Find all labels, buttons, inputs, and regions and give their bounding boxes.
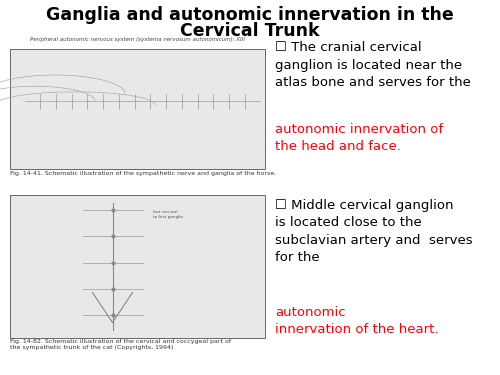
Text: ☐ Middle cervical ganglion
is located close to the
subclavian artery and  serves: ☐ Middle cervical ganglion is located cl…: [275, 199, 472, 264]
Text: Fig. 14-41. Schematic illustration of the sympathetic nerve and ganglia of the h: Fig. 14-41. Schematic illustration of th…: [10, 171, 276, 176]
Text: autonomic innervation of
the head and face.: autonomic innervation of the head and fa…: [275, 123, 443, 153]
Text: Peripheral autonomic nervous system (systema nervosum autonomicum): XIII: Peripheral autonomic nervous system (sys…: [30, 38, 245, 42]
Bar: [10, 195, 265, 338]
Text: Fig. 14-82. Schematic illustration of the cervical and coccygeal part of
the sym: Fig. 14-82. Schematic illustration of th…: [10, 339, 231, 350]
Text: last cervical
to first ganglia: last cervical to first ganglia: [152, 210, 182, 219]
Text: ☐ The cranial cervical
ganglion is located near the
atlas bone and serves for th: ☐ The cranial cervical ganglion is locat…: [275, 41, 471, 89]
Bar: [10, 49, 265, 169]
Text: autonomic
innervation of the heart.: autonomic innervation of the heart.: [275, 306, 438, 336]
Text: Ganglia and autonomic innervation in the: Ganglia and autonomic innervation in the: [46, 6, 454, 24]
Text: Cervical Trunk: Cervical Trunk: [180, 22, 320, 40]
